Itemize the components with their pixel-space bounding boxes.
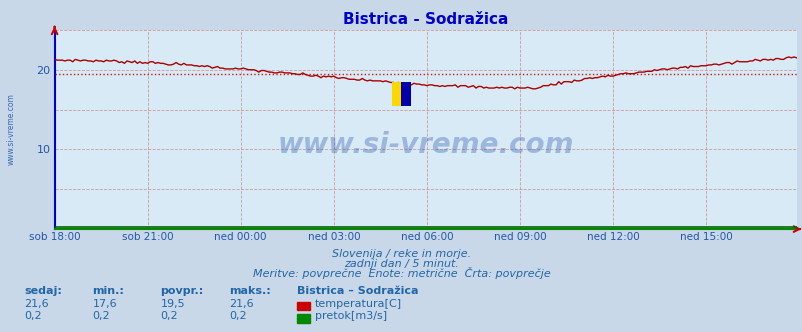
Text: pretok[m3/s]: pretok[m3/s]: [314, 311, 387, 321]
Text: maks.:: maks.:: [229, 286, 270, 296]
Text: 0,2: 0,2: [92, 311, 110, 321]
Text: Bistrica – Sodražica: Bistrica – Sodražica: [297, 286, 418, 296]
Text: www.si-vreme.com: www.si-vreme.com: [277, 131, 573, 159]
Text: 0,2: 0,2: [24, 311, 42, 321]
Text: 21,6: 21,6: [229, 299, 253, 309]
Text: povpr.:: povpr.:: [160, 286, 204, 296]
Text: www.si-vreme.com: www.si-vreme.com: [6, 94, 15, 165]
Title: Bistrica - Sodražica: Bistrica - Sodražica: [342, 12, 508, 27]
Text: 0,2: 0,2: [229, 311, 246, 321]
Text: min.:: min.:: [92, 286, 124, 296]
FancyBboxPatch shape: [391, 82, 401, 106]
Text: Slovenija / reke in morje.: Slovenija / reke in morje.: [331, 249, 471, 259]
Text: Meritve: povprečne  Enote: metrične  Črta: povprečje: Meritve: povprečne Enote: metrične Črta:…: [253, 267, 549, 279]
Text: 21,6: 21,6: [24, 299, 49, 309]
Text: 0,2: 0,2: [160, 311, 178, 321]
Text: temperatura[C]: temperatura[C]: [314, 299, 401, 309]
FancyBboxPatch shape: [401, 82, 411, 106]
Text: 19,5: 19,5: [160, 299, 185, 309]
Text: sedaj:: sedaj:: [24, 286, 62, 296]
Text: zadnji dan / 5 minut.: zadnji dan / 5 minut.: [343, 259, 459, 269]
Text: 17,6: 17,6: [92, 299, 117, 309]
